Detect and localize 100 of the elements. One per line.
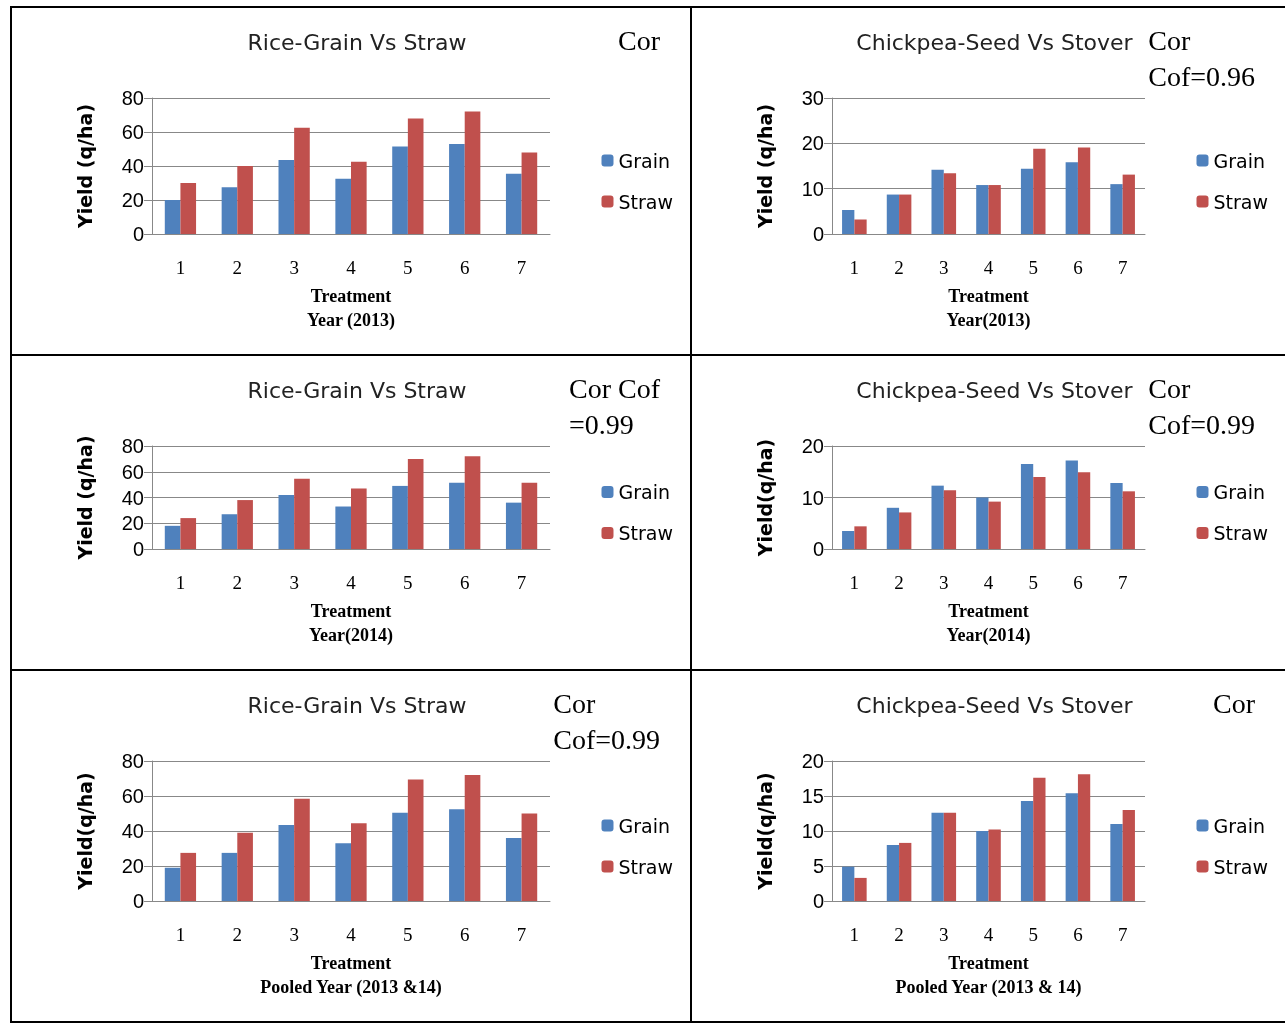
x-tick-label: 7	[516, 572, 527, 593]
legend-label: Straw	[1213, 855, 1269, 878]
x-tick-label: 5	[1028, 572, 1038, 593]
y-tick-label: 10	[801, 177, 824, 200]
x-axis-title: Treatment Year(2014)	[309, 601, 393, 646]
legend-label: Grain	[618, 149, 670, 172]
bar	[392, 146, 408, 234]
x-tick-label: 1	[849, 572, 860, 593]
bar	[464, 111, 481, 234]
x-tick-label: 6	[459, 572, 470, 593]
y-axis-title: Yield(q/ha)	[753, 438, 776, 558]
y-tick-label: 20	[121, 189, 144, 211]
x-axis-title: Treatment Pooled Year (2013 & 14)	[895, 953, 1082, 998]
bar	[1110, 824, 1123, 901]
y-tick-label: 0	[132, 538, 144, 560]
legend-label: Straw	[1213, 522, 1269, 544]
bar	[278, 494, 295, 549]
bar	[1033, 476, 1046, 549]
legend-label: Grain	[618, 814, 670, 837]
text: Cor Cof=0.99	[553, 687, 661, 755]
bar	[886, 845, 900, 901]
y-tick-label: 20	[121, 512, 144, 535]
x-tick-label: 1	[175, 257, 186, 278]
bar	[464, 775, 481, 901]
x-tick-label: 1	[849, 924, 860, 945]
x-tick-label: 3	[289, 257, 299, 278]
bar	[180, 518, 197, 549]
legend-label: Straw	[1213, 190, 1269, 213]
bar	[1077, 147, 1091, 234]
bar	[1020, 464, 1034, 549]
legend-label: Grain	[618, 481, 670, 503]
bar	[854, 219, 867, 234]
bar	[164, 867, 181, 901]
x-tick-label: 2	[232, 257, 243, 278]
bar	[505, 502, 522, 549]
bar	[237, 500, 253, 549]
bar	[988, 829, 1001, 901]
bar	[854, 526, 867, 549]
bar	[988, 501, 1001, 549]
bar	[335, 506, 351, 549]
bar	[943, 173, 957, 234]
bar	[407, 779, 424, 901]
bar	[351, 161, 367, 234]
bar	[521, 813, 538, 901]
y-tick-label: 15	[801, 785, 824, 807]
bar	[886, 507, 900, 549]
bar	[449, 809, 465, 901]
x-tick-label: 3	[939, 257, 949, 278]
y-tick-label: 0	[132, 223, 144, 245]
bar	[1065, 460, 1078, 549]
x-axis-title: Treatment Pooled Year (2013 &14)	[260, 953, 442, 998]
bar	[449, 482, 465, 549]
bar	[164, 525, 181, 549]
bar	[505, 838, 522, 901]
x-tick-label: 3	[939, 572, 949, 593]
bar	[1033, 777, 1046, 901]
y-tick-label: 80	[121, 435, 144, 457]
bar	[351, 823, 367, 901]
legend-label: Grain	[1213, 814, 1265, 837]
y-tick-label: 80	[121, 87, 144, 109]
bar	[1065, 793, 1078, 901]
y-tick-label: 60	[121, 460, 144, 483]
bar	[931, 485, 944, 549]
text: Cor Cof=0.96	[1148, 24, 1256, 92]
bar	[842, 209, 855, 234]
y-axis-title: Yield (q/ha)	[73, 435, 96, 561]
bar	[976, 831, 989, 901]
y-tick-label: 0	[132, 890, 144, 912]
x-axis-title: Treatment Year(2014)	[946, 601, 1031, 646]
bar	[278, 824, 295, 901]
bar	[335, 843, 351, 901]
y-tick-label: 20	[801, 435, 824, 457]
y-tick-label: 30	[801, 87, 824, 109]
x-tick-label: 7	[1117, 924, 1128, 945]
x-tick-label: 6	[1073, 572, 1083, 593]
x-tick-label: 6	[459, 257, 470, 278]
bar	[1077, 774, 1091, 901]
bar	[294, 127, 310, 234]
bar	[449, 143, 465, 234]
y-tick-label: 60	[121, 121, 144, 143]
bar	[294, 798, 310, 901]
bar	[899, 842, 912, 901]
bar	[180, 183, 197, 234]
bar	[931, 812, 944, 901]
chart-title: Chickpea-Seed Vs Stover	[856, 377, 1134, 403]
x-tick-label: 4	[346, 572, 357, 593]
x-tick-label: 2	[232, 572, 243, 593]
bar	[392, 485, 408, 549]
y-tick-label: 0	[812, 223, 824, 245]
x-tick-label: 2	[894, 572, 904, 593]
bar	[943, 490, 957, 549]
x-tick-label: 5	[403, 257, 413, 278]
x-tick-label: 3	[939, 924, 949, 945]
bar	[931, 169, 944, 234]
bar	[505, 173, 522, 234]
legend-label: Grain	[1213, 481, 1265, 503]
bar	[237, 832, 253, 901]
bar	[1110, 184, 1123, 234]
y-tick-label: 0	[812, 890, 824, 912]
bar	[1020, 800, 1034, 901]
